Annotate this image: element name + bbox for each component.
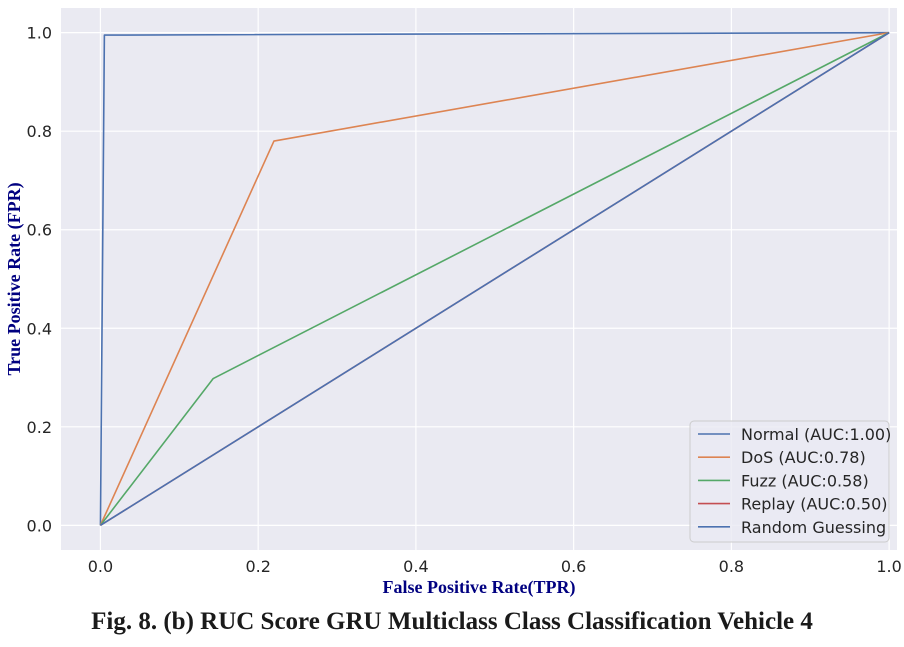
legend-box xyxy=(689,420,890,543)
legend-label: Normal (AUC:1.00) xyxy=(741,425,891,444)
series-line-1 xyxy=(99,31,890,526)
legend-label: Fuzz (AUC:0.58) xyxy=(741,471,869,490)
x-tick-label: 0.0 xyxy=(88,557,113,576)
grid xyxy=(61,8,897,550)
legend-label: DoS (AUC:0.78) xyxy=(741,448,866,467)
y-tick-label: 0.6 xyxy=(27,221,52,240)
x-tick-labels: 0.0 0.2 0.4 0.6 0.8 1.0 xyxy=(88,557,902,576)
x-tick-label: 0.6 xyxy=(561,557,586,576)
series-line-0 xyxy=(99,31,890,526)
y-tick-label: 0.2 xyxy=(27,418,52,437)
x-tick-label: 0.4 xyxy=(403,557,428,576)
y-tick-label: 0.0 xyxy=(27,516,52,535)
series-lines xyxy=(99,31,890,527)
y-axis-label: True Positive Rate (FPR) xyxy=(4,182,25,375)
x-tick-label: 0.8 xyxy=(719,557,744,576)
x-tick-label: 1.0 xyxy=(876,557,901,576)
y-tick-label: 0.8 xyxy=(27,122,52,141)
figure-caption: Fig. 8. (b) RUC Score GRU Multiclass Cla… xyxy=(91,608,813,635)
series-line-4 xyxy=(100,31,890,527)
series-line-2 xyxy=(99,31,890,526)
legend-label: Random Guessing xyxy=(741,518,886,537)
y-tick-labels: 0.0 0.2 0.4 0.6 0.8 1.0 xyxy=(27,24,52,536)
x-tick-label: 0.2 xyxy=(245,557,270,576)
y-tick-label: 0.4 xyxy=(27,319,52,338)
legend: Normal (AUC:1.00) DoS (AUC:0.78) Fuzz (AUC… xyxy=(689,420,891,543)
y-tick-label: 1.0 xyxy=(27,24,52,43)
x-axis-label: False Positive Rate(TPR) xyxy=(383,577,576,598)
legend-label: Replay (AUC:0.50) xyxy=(741,495,888,514)
